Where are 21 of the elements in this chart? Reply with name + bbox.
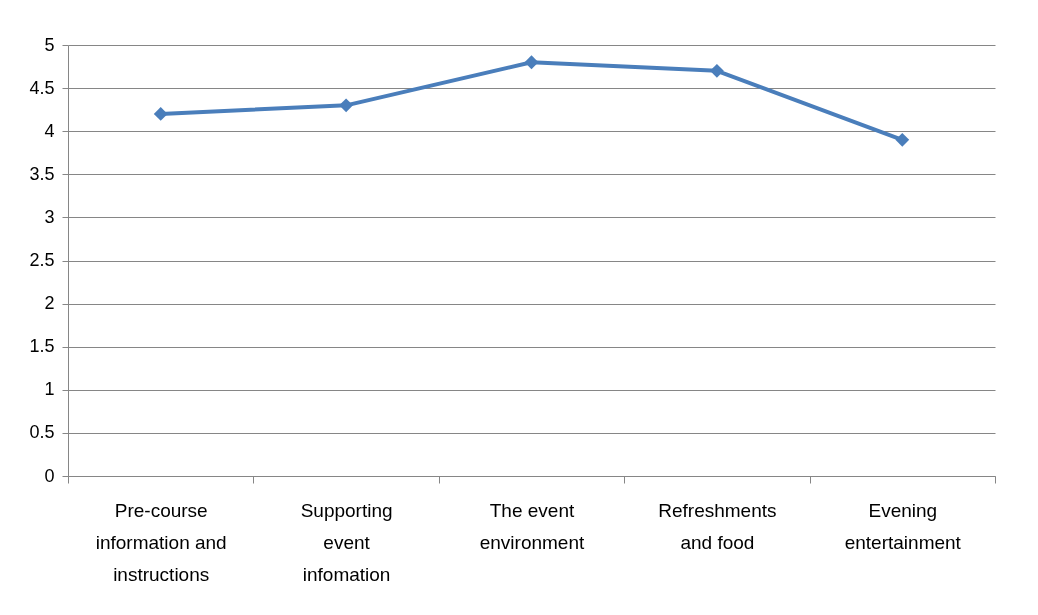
point — [895, 132, 910, 147]
x-tick-label: Refreshments and food — [658, 499, 777, 553]
y-tick-label: 5 — [44, 34, 55, 55]
x-tick-label: The event environment — [479, 499, 585, 553]
y-tick-label: 2 — [44, 293, 55, 314]
y-tick-label: 2.5 — [29, 250, 55, 270]
y-tick-label: 1.5 — [29, 336, 55, 357]
y-tick-label: 0.5 — [29, 422, 55, 443]
point — [710, 63, 724, 78]
y-tick-label: 4 — [44, 120, 55, 141]
y-tick-label: 3 — [44, 206, 55, 227]
x-tick-label: Evening entertainment — [844, 499, 962, 553]
y-tick-label: 1 — [44, 379, 55, 400]
point — [339, 98, 353, 113]
y-tick-label: 4.5 — [29, 77, 55, 98]
point — [153, 107, 168, 121]
x-tick-label: Supporting event infomation — [300, 499, 393, 585]
y-tick-label: 3.5 — [29, 163, 55, 184]
point — [524, 55, 539, 70]
x-tick-label: Pre-course information and instructions — [95, 499, 227, 585]
y-tick-label: 0 — [44, 465, 55, 486]
